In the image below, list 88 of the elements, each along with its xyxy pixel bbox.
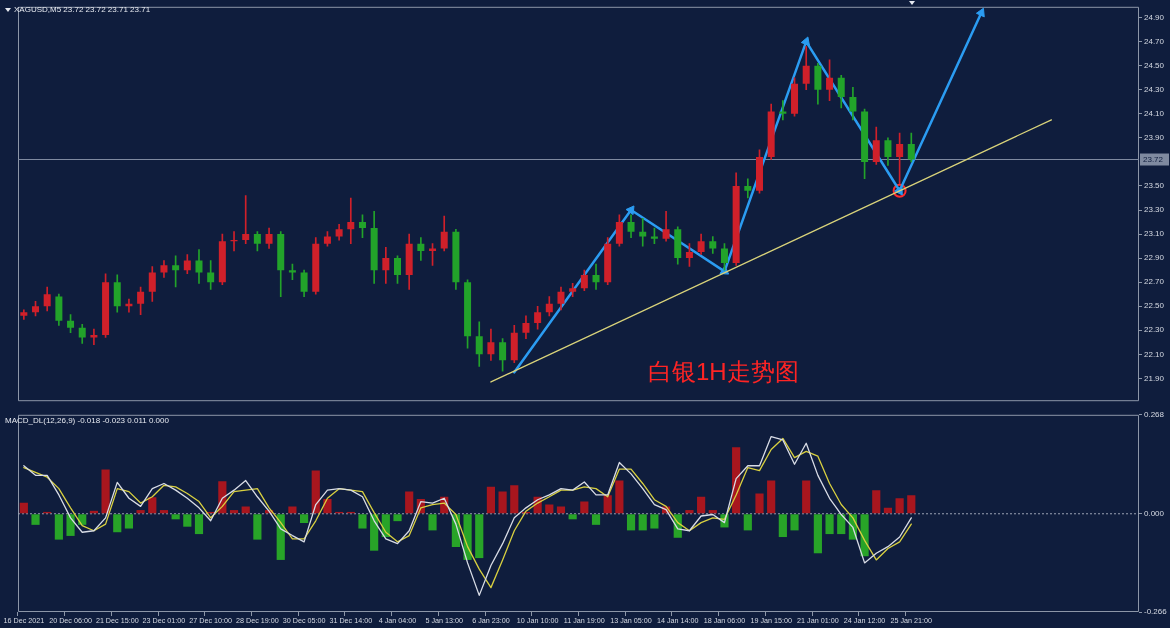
bar bbox=[790, 514, 799, 531]
y-tick-label: 21.90 bbox=[1144, 373, 1165, 383]
bar bbox=[813, 514, 822, 554]
y-tick-label: 24.90 bbox=[1144, 12, 1165, 22]
point bbox=[892, 183, 907, 198]
bar bbox=[311, 470, 320, 514]
point bbox=[975, 7, 985, 18]
bar bbox=[825, 514, 834, 535]
bar bbox=[124, 514, 134, 529]
bar bbox=[113, 514, 122, 533]
y-tick-label: 22.70 bbox=[1144, 277, 1165, 287]
y-tick-label: -0.266 bbox=[1144, 607, 1168, 617]
bar bbox=[358, 514, 367, 529]
bar bbox=[78, 514, 87, 525]
y-tick-label: 24.70 bbox=[1144, 36, 1165, 46]
y-tick-label: 0.000 bbox=[1144, 508, 1165, 518]
bar bbox=[148, 497, 157, 514]
y-tick-label: 24.10 bbox=[1144, 109, 1165, 119]
bar bbox=[743, 514, 752, 531]
bar bbox=[101, 469, 110, 514]
bar bbox=[510, 485, 519, 514]
bar bbox=[778, 514, 787, 538]
bar bbox=[428, 514, 437, 531]
y-tick-label: 24.30 bbox=[1144, 84, 1165, 94]
bar bbox=[253, 514, 262, 540]
bar bbox=[159, 510, 169, 514]
bar bbox=[475, 514, 484, 559]
bar bbox=[650, 514, 659, 529]
bar bbox=[603, 495, 612, 514]
candlestick bbox=[744, 178, 752, 199]
bar bbox=[802, 480, 811, 514]
y-tick-label: 24.50 bbox=[1144, 60, 1165, 70]
bar bbox=[556, 506, 566, 514]
bar bbox=[241, 506, 250, 514]
bar bbox=[405, 491, 414, 514]
bar bbox=[323, 499, 332, 514]
bar bbox=[276, 514, 285, 560]
bar bbox=[183, 514, 192, 527]
bar bbox=[907, 495, 916, 514]
y-tick-label: 22.50 bbox=[1144, 301, 1165, 311]
bar bbox=[136, 510, 145, 514]
y-tick-label: 23.30 bbox=[1144, 205, 1165, 215]
bar bbox=[883, 507, 893, 514]
candlestick bbox=[242, 195, 250, 245]
chart-title: MACD_DL(12,26,9) -0.018 -0.023 0.011 0.000 bbox=[5, 416, 169, 426]
bar bbox=[568, 514, 577, 520]
point bbox=[625, 205, 635, 216]
bar bbox=[591, 514, 601, 525]
bar bbox=[615, 480, 624, 514]
bar bbox=[872, 490, 881, 514]
bar bbox=[194, 514, 204, 535]
bar bbox=[626, 514, 636, 531]
candlestick bbox=[347, 197, 355, 245]
ref-line-label: 23.72 bbox=[1143, 154, 1164, 164]
bar bbox=[393, 514, 402, 522]
bar bbox=[755, 493, 764, 514]
bar bbox=[229, 510, 239, 514]
y-tick-label: 23.50 bbox=[1144, 181, 1165, 191]
bar bbox=[685, 510, 694, 514]
bar bbox=[19, 502, 28, 514]
y-tick-label: 22.30 bbox=[1144, 325, 1165, 335]
bar bbox=[580, 501, 589, 514]
bar bbox=[895, 498, 904, 514]
y-tick-label: 22.10 bbox=[1144, 349, 1165, 359]
chart-title: XAGUSD,M5 23.72 23.72 23.71 23.71 bbox=[14, 5, 151, 15]
bar bbox=[638, 514, 647, 531]
bar bbox=[300, 514, 309, 523]
bar bbox=[860, 514, 869, 557]
y-tick-label: 23.90 bbox=[1144, 133, 1165, 143]
bar bbox=[486, 486, 496, 514]
bar bbox=[31, 514, 40, 525]
bar bbox=[370, 514, 379, 551]
bar bbox=[171, 514, 180, 520]
y-tick-label: 22.90 bbox=[1144, 253, 1165, 263]
point bbox=[800, 36, 810, 46]
bar bbox=[66, 514, 75, 536]
bar bbox=[545, 504, 554, 514]
bar bbox=[288, 506, 297, 514]
bar bbox=[54, 514, 63, 540]
bar bbox=[708, 510, 717, 514]
bar bbox=[697, 496, 706, 514]
y-tick-label: 23.10 bbox=[1144, 229, 1165, 239]
bar bbox=[767, 480, 776, 514]
y-tick-label: 0.268 bbox=[1144, 410, 1165, 419]
bar bbox=[498, 491, 507, 514]
bar bbox=[837, 514, 846, 535]
annotation: 白银1H走势图 bbox=[648, 358, 799, 386]
candlestick bbox=[779, 100, 787, 121]
